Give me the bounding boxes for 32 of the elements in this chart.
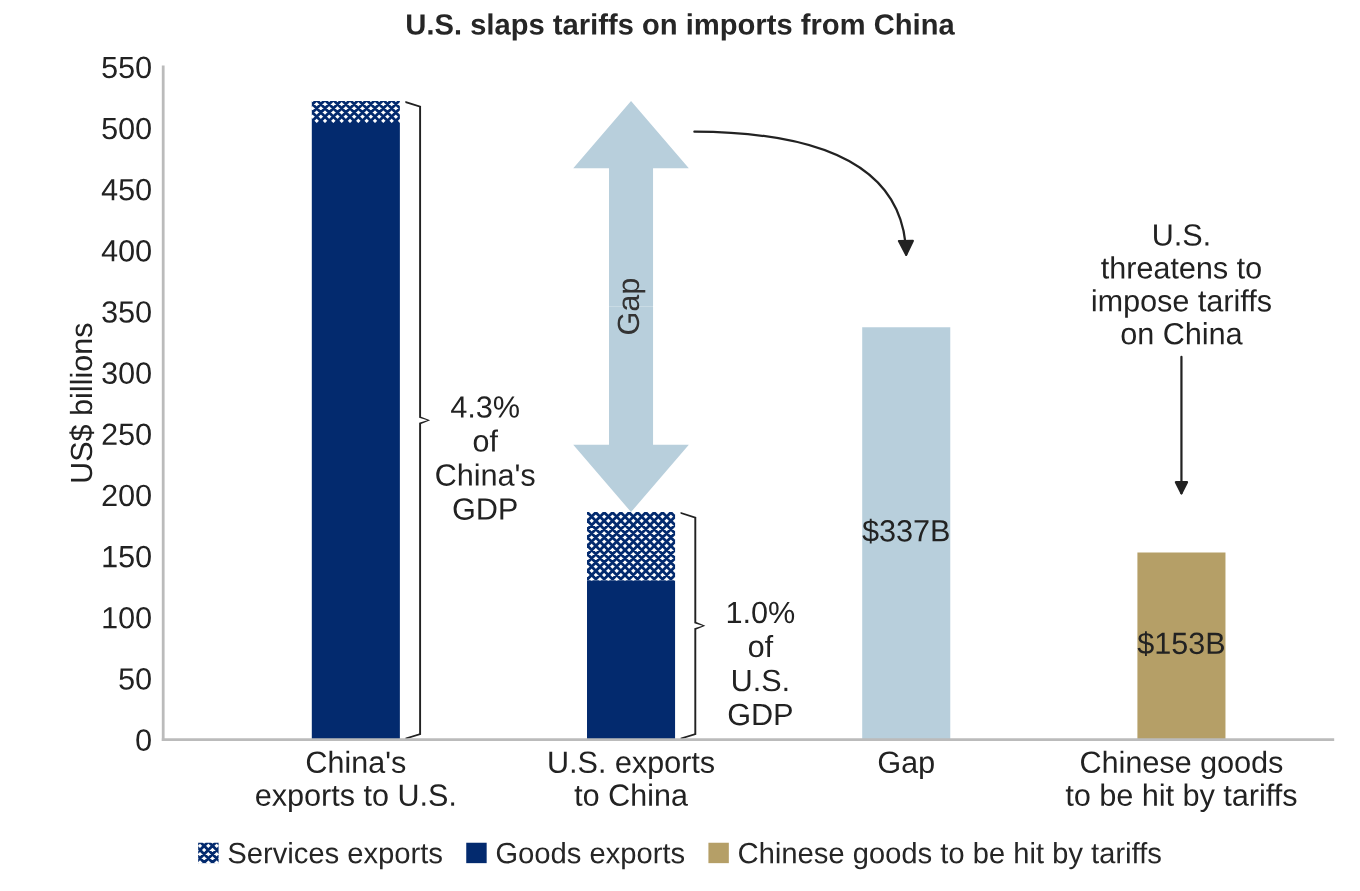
y-tick-label: 200 [102, 484, 151, 507]
annotation: U.S. threatens to impose tariffs on China [1092, 224, 1271, 345]
legend-label: Goods exports [496, 842, 685, 870]
chart-title: U.S. slaps tariffs on imports from China [407, 13, 955, 41]
y-tick-label: 350 [102, 301, 151, 323]
bar [1137, 552, 1226, 740]
data-label: $153B [1137, 631, 1225, 656]
y-tick-label: 250 [102, 423, 151, 446]
y-tick-label: 550 [102, 56, 151, 79]
y-tick-label: 300 [102, 362, 151, 384]
x-tick-label: Chinese goods to be hit by tariffs [1065, 750, 1297, 813]
annotation: Gap [617, 278, 646, 334]
y-axis-title: US$ billions [69, 323, 95, 482]
y-tick-label: 500 [102, 117, 151, 140]
y-tick-label: 450 [101, 178, 151, 201]
x-tick-label: U.S. exports to China [549, 751, 714, 806]
legend-label: Chinese goods to be hit by tariffs [739, 842, 1161, 870]
data-label: $337B [862, 518, 949, 544]
annotation: 1.0% of U.S. GDP [727, 601, 795, 726]
bar [311, 123, 400, 740]
bar [311, 101, 400, 124]
y-tick-label: 50 [119, 668, 151, 690]
bar [587, 580, 676, 740]
annotation: 4.3% of China's GDP [436, 396, 535, 520]
legend-label: Services exports [228, 842, 442, 870]
y-tick-label: 0 [136, 729, 151, 751]
y-tick-label: 100 [103, 606, 151, 629]
x-tick-label: Gap [878, 751, 934, 780]
y-tick-label: 400 [101, 240, 151, 262]
y-tick-label: 150 [103, 545, 151, 568]
bar [862, 327, 951, 740]
x-tick-label: China's exports to U.S. [256, 750, 455, 813]
